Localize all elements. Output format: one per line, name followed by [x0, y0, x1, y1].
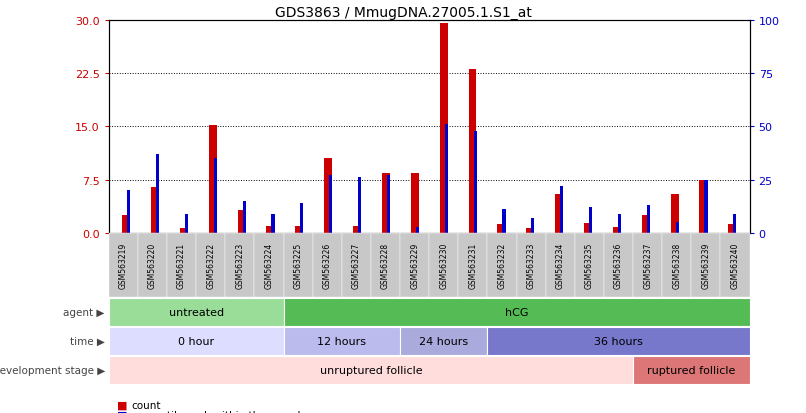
- Text: GSM563227: GSM563227: [352, 242, 361, 288]
- Text: unruptured follicle: unruptured follicle: [320, 365, 422, 375]
- Text: GSM563238: GSM563238: [672, 242, 681, 288]
- Text: GSM563221: GSM563221: [177, 242, 186, 288]
- Text: GSM563222: GSM563222: [206, 242, 215, 288]
- Bar: [618, 214, 621, 233]
- Bar: [301, 204, 304, 233]
- Text: GSM563231: GSM563231: [468, 242, 477, 288]
- Bar: [675, 223, 679, 233]
- Bar: [700, 180, 708, 233]
- Bar: [411, 173, 419, 233]
- Bar: [382, 173, 390, 233]
- Bar: [733, 214, 737, 233]
- Text: GSM563232: GSM563232: [497, 242, 506, 288]
- Text: untreated: untreated: [168, 307, 224, 317]
- Bar: [729, 225, 736, 233]
- Text: 12 hours: 12 hours: [318, 336, 366, 346]
- Bar: [353, 226, 361, 233]
- Bar: [613, 228, 621, 233]
- Bar: [267, 226, 274, 233]
- Text: GSM563219: GSM563219: [118, 242, 128, 288]
- Text: hCG: hCG: [505, 307, 528, 317]
- Text: GSM563233: GSM563233: [526, 242, 536, 289]
- Bar: [127, 191, 131, 233]
- Bar: [468, 70, 476, 233]
- Bar: [646, 206, 650, 233]
- Text: GDS3863 / MmugDNA.27005.1.S1_at: GDS3863 / MmugDNA.27005.1.S1_at: [275, 6, 531, 20]
- Text: ■: ■: [117, 410, 127, 413]
- Bar: [502, 210, 505, 233]
- Text: GSM563239: GSM563239: [701, 242, 710, 289]
- Bar: [473, 131, 476, 233]
- Bar: [295, 226, 303, 233]
- Bar: [704, 180, 708, 233]
- Bar: [526, 228, 534, 233]
- Bar: [387, 176, 390, 233]
- Text: GSM563235: GSM563235: [585, 242, 594, 289]
- Bar: [329, 176, 332, 233]
- Text: GSM563236: GSM563236: [614, 242, 623, 289]
- Text: time ▶: time ▶: [70, 336, 105, 346]
- Bar: [589, 208, 592, 233]
- Text: GSM563226: GSM563226: [322, 242, 332, 288]
- Bar: [214, 159, 217, 233]
- Bar: [439, 24, 447, 233]
- Text: percentile rank within the sample: percentile rank within the sample: [131, 410, 307, 413]
- Bar: [642, 216, 650, 233]
- Bar: [416, 227, 419, 233]
- Bar: [671, 195, 679, 233]
- Text: GSM563230: GSM563230: [439, 242, 448, 289]
- Text: GSM563224: GSM563224: [264, 242, 273, 288]
- Text: 0 hour: 0 hour: [178, 336, 214, 346]
- Bar: [531, 218, 534, 233]
- Text: 36 hours: 36 hours: [594, 336, 643, 346]
- Text: ■: ■: [117, 400, 127, 410]
- Bar: [180, 228, 188, 233]
- Text: GSM563225: GSM563225: [293, 242, 302, 288]
- Bar: [445, 125, 448, 233]
- Bar: [358, 178, 361, 233]
- Text: ruptured follicle: ruptured follicle: [647, 365, 736, 375]
- Text: GSM563229: GSM563229: [410, 242, 419, 288]
- Bar: [272, 214, 275, 233]
- Text: GSM563234: GSM563234: [556, 242, 565, 289]
- Bar: [123, 216, 130, 233]
- Bar: [185, 214, 188, 233]
- Text: GSM563237: GSM563237: [643, 242, 652, 289]
- Bar: [584, 223, 592, 233]
- Text: GSM563220: GSM563220: [148, 242, 157, 288]
- Bar: [324, 159, 332, 233]
- Text: agent ▶: agent ▶: [64, 307, 105, 317]
- Bar: [497, 225, 505, 233]
- Text: 24 hours: 24 hours: [419, 336, 468, 346]
- Bar: [560, 187, 563, 233]
- Bar: [238, 211, 246, 233]
- Text: GSM563240: GSM563240: [730, 242, 740, 289]
- Text: GSM563228: GSM563228: [381, 242, 390, 288]
- Text: development stage ▶: development stage ▶: [0, 365, 105, 375]
- Bar: [555, 195, 563, 233]
- Bar: [156, 154, 159, 233]
- Bar: [243, 202, 246, 233]
- Bar: [151, 187, 159, 233]
- Bar: [209, 126, 217, 233]
- Text: GSM563223: GSM563223: [235, 242, 244, 288]
- Text: count: count: [131, 400, 161, 410]
